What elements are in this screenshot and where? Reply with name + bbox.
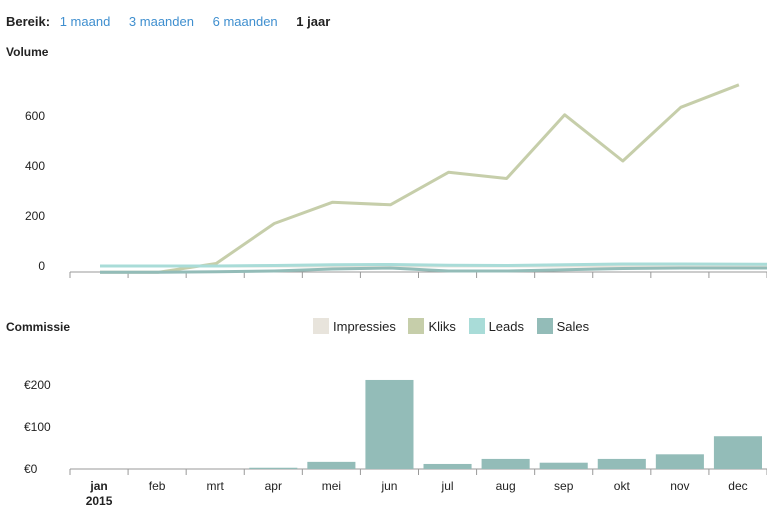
commissie-bar-aug [481, 458, 530, 469]
month-label-jul: jul [441, 479, 454, 493]
legend-swatch-leads [468, 318, 485, 334]
range-option-3-maanden[interactable]: 3 maanden [128, 14, 194, 29]
legend-swatch-impressies [313, 318, 329, 334]
volume-y-tick-label: 0 [38, 259, 45, 273]
commissie-bar-sep [539, 462, 588, 469]
range-label: Bereik: [6, 14, 51, 29]
volume-y-tick-label: 600 [25, 109, 45, 123]
range-option-1-maand[interactable]: 1 maand [59, 14, 111, 29]
month-label-mrt: mrt [207, 479, 225, 493]
legend-label-leads: Leads [488, 319, 524, 334]
month-label-jan: jan [89, 479, 107, 493]
range-option-1-jaar[interactable]: 1 jaar [296, 14, 331, 29]
commissie-chart: €0 €100 €200 jan feb mrt apr mei jun jul aug sep okt… [24, 378, 767, 508]
commissie-bar-nov [655, 454, 704, 469]
commissie-bar-dec [713, 436, 762, 469]
volume-y-tick-label: 400 [25, 159, 45, 173]
volume-title: Volume [6, 45, 49, 59]
commissie-bar-jul [423, 463, 472, 469]
legend-item-sales[interactable]: Sales [536, 318, 590, 334]
legend-label-sales: Sales [556, 319, 590, 334]
legend-item-impressies[interactable]: Impressies [313, 318, 396, 334]
month-label-sep: sep [554, 479, 574, 493]
legend-item-kliks[interactable]: Kliks [408, 318, 456, 334]
month-label-nov: nov [670, 479, 689, 493]
legend-item-leads[interactable]: Leads [468, 318, 524, 334]
volume-series-sales [100, 266, 767, 274]
commissie-y-tick-label: €0 [24, 462, 38, 476]
legend-label-impressies: Impressies [333, 319, 396, 334]
commissie-bar-okt [597, 458, 646, 469]
commissie-y-tick-label: €200 [24, 378, 51, 392]
month-label-feb: feb [149, 479, 166, 493]
commissie-bar-mei [307, 461, 356, 469]
commissie-bar-jun [365, 379, 414, 469]
month-label-dec: dec [728, 479, 747, 493]
legend-label-kliks: Kliks [428, 319, 456, 334]
commissie-title: Commissie [6, 320, 71, 334]
month-label-okt: okt [614, 479, 631, 493]
commissie-bar-apr [249, 467, 298, 469]
volume-chart: 0 200 400 600 [25, 83, 767, 278]
volume-y-tick-label: 200 [25, 209, 45, 223]
month-label-jun: jun [380, 479, 397, 493]
range-selector: Bereik: 1 maand 3 maanden 6 maanden 1 ja… [6, 14, 345, 29]
commissie-y-tick-label: €100 [24, 420, 51, 434]
legend-swatch-sales [536, 318, 553, 334]
volume-series-kliks [100, 83, 740, 274]
range-option-6-maanden[interactable]: 6 maanden [212, 14, 278, 29]
year-label: 2015 [86, 494, 113, 508]
volume-series-leads [100, 262, 767, 268]
month-label-aug: aug [496, 479, 516, 493]
month-label-apr: apr [265, 479, 282, 493]
legend: Impressies Kliks Leads Sales [313, 318, 598, 334]
legend-swatch-kliks [408, 318, 425, 334]
month-label-mei: mei [322, 479, 341, 493]
